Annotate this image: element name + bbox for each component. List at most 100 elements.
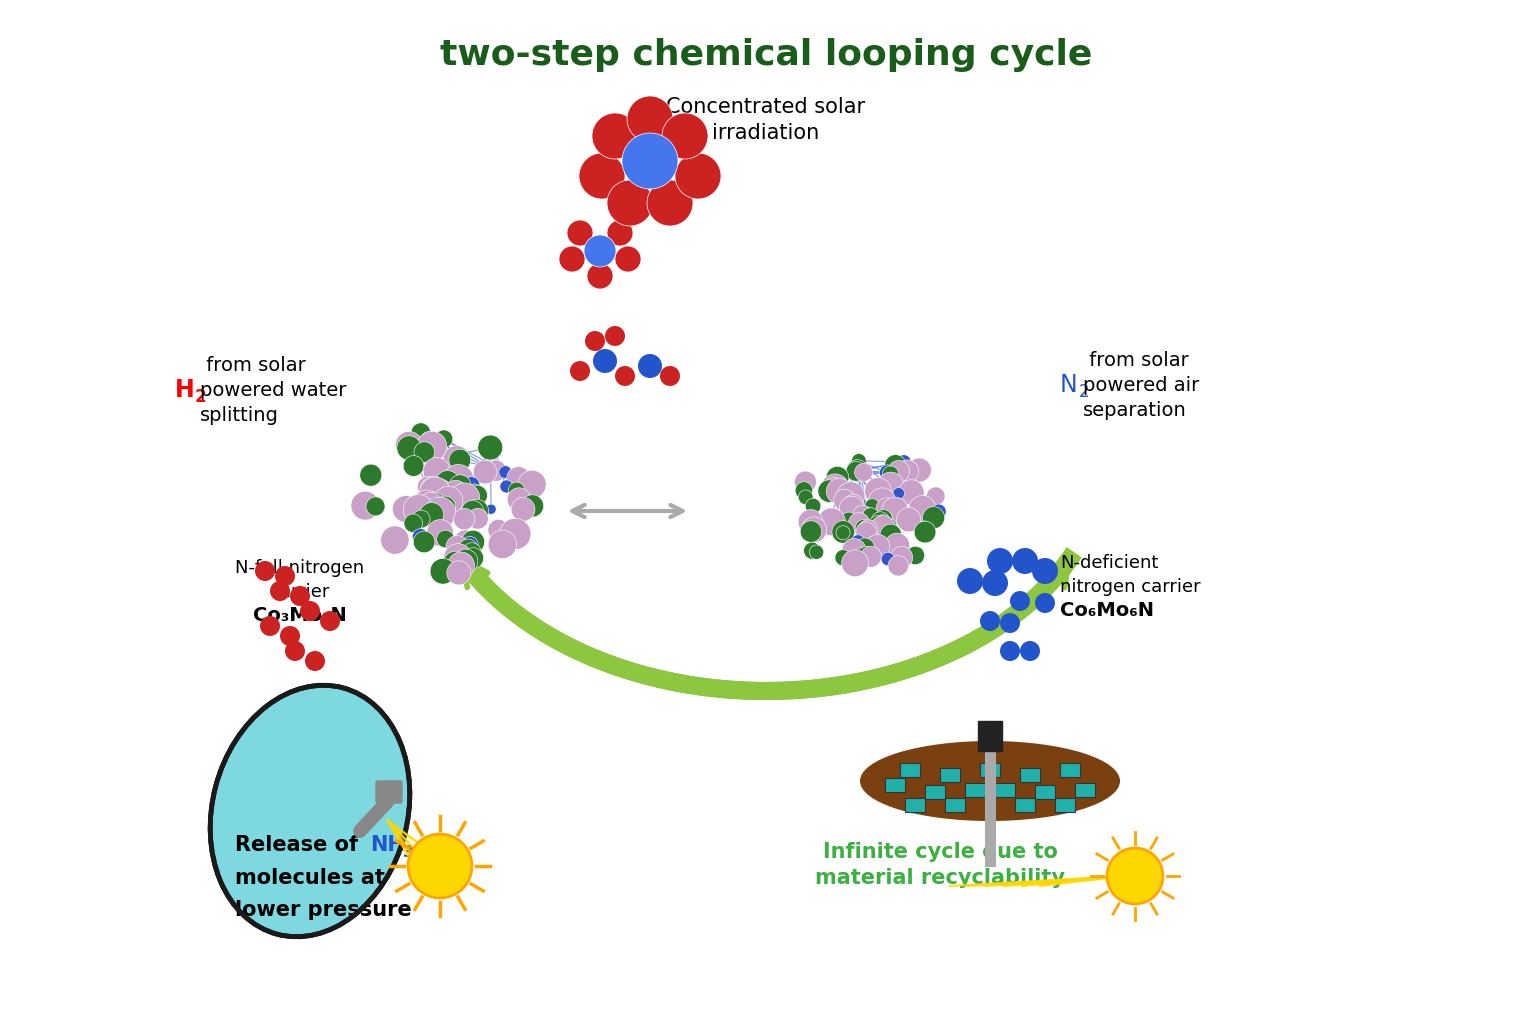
Circle shape [800, 521, 822, 542]
Circle shape [521, 495, 544, 517]
Circle shape [412, 510, 431, 528]
Circle shape [607, 180, 653, 226]
Circle shape [840, 513, 858, 531]
Circle shape [860, 546, 881, 568]
Circle shape [469, 484, 480, 495]
Circle shape [826, 467, 849, 489]
Circle shape [463, 547, 483, 569]
Circle shape [888, 555, 909, 576]
Circle shape [662, 113, 708, 159]
Circle shape [464, 484, 486, 506]
Circle shape [878, 472, 904, 498]
Circle shape [412, 529, 428, 544]
Circle shape [500, 519, 530, 549]
Circle shape [615, 366, 635, 386]
Circle shape [855, 522, 877, 542]
Circle shape [883, 512, 892, 521]
Circle shape [615, 246, 641, 272]
Circle shape [270, 581, 290, 601]
Circle shape [607, 220, 633, 246]
Circle shape [454, 508, 475, 530]
Circle shape [837, 482, 865, 509]
Circle shape [420, 502, 443, 527]
Circle shape [799, 490, 812, 504]
Circle shape [414, 531, 435, 552]
Circle shape [396, 432, 423, 458]
Circle shape [281, 626, 300, 646]
Circle shape [443, 465, 474, 496]
Circle shape [842, 550, 868, 577]
Circle shape [796, 482, 812, 499]
Circle shape [468, 508, 487, 529]
Circle shape [360, 465, 382, 486]
Circle shape [794, 471, 817, 493]
Circle shape [290, 586, 310, 606]
Circle shape [848, 513, 869, 534]
Circle shape [987, 548, 1013, 574]
Circle shape [570, 361, 590, 381]
Circle shape [507, 467, 530, 490]
Text: H: H [175, 378, 195, 402]
Circle shape [481, 460, 494, 473]
Circle shape [380, 526, 409, 554]
Circle shape [802, 517, 826, 542]
Circle shape [622, 133, 678, 189]
Circle shape [871, 516, 895, 541]
Text: Co₆Mo₆N: Co₆Mo₆N [1059, 600, 1154, 620]
Circle shape [320, 611, 340, 631]
Text: molecules at: molecules at [235, 868, 385, 888]
Text: Co₃Mo₃N: Co₃Mo₃N [253, 605, 346, 625]
Circle shape [917, 521, 932, 536]
Circle shape [855, 538, 874, 557]
Circle shape [661, 366, 681, 386]
Circle shape [584, 235, 616, 268]
Text: Infinite cycle due to
material recyclability: Infinite cycle due to material recyclabi… [816, 841, 1065, 888]
Circle shape [455, 546, 469, 561]
Circle shape [1107, 848, 1164, 904]
Circle shape [923, 506, 944, 529]
Circle shape [443, 446, 469, 472]
Text: Concentrated solar
irradiation: Concentrated solar irradiation [667, 97, 866, 143]
Circle shape [865, 498, 880, 514]
Circle shape [851, 542, 863, 555]
Bar [1055, 798, 1075, 812]
Text: N-full nitrogen
carrier: N-full nitrogen carrier [236, 560, 365, 600]
Circle shape [851, 535, 865, 547]
Circle shape [880, 465, 895, 480]
Circle shape [254, 561, 274, 581]
Circle shape [435, 430, 452, 448]
Circle shape [855, 520, 872, 536]
Circle shape [425, 495, 442, 512]
Circle shape [300, 601, 320, 621]
Circle shape [1000, 641, 1019, 661]
Circle shape [897, 460, 918, 482]
Bar [980, 763, 1000, 777]
Circle shape [586, 331, 606, 351]
Circle shape [560, 246, 586, 272]
Circle shape [983, 570, 1009, 596]
Circle shape [883, 466, 898, 483]
Bar [1019, 768, 1039, 782]
Circle shape [880, 518, 897, 534]
Circle shape [420, 477, 448, 503]
Circle shape [914, 521, 937, 543]
Circle shape [839, 496, 865, 521]
Text: Release of: Release of [235, 835, 365, 855]
Circle shape [405, 514, 423, 533]
Circle shape [587, 263, 613, 289]
Circle shape [1035, 593, 1055, 613]
Circle shape [823, 478, 845, 499]
Text: two-step chemical looping cycle: two-step chemical looping cycle [440, 38, 1091, 72]
Circle shape [434, 496, 455, 518]
Circle shape [509, 482, 524, 498]
Circle shape [498, 466, 512, 479]
Circle shape [487, 520, 509, 540]
Circle shape [446, 561, 471, 585]
Circle shape [417, 476, 438, 497]
Text: N-deficient
nitrogen carrier: N-deficient nitrogen carrier [1059, 554, 1200, 596]
Circle shape [809, 545, 823, 560]
Bar [904, 798, 924, 812]
Bar [995, 783, 1015, 797]
Bar [924, 785, 944, 799]
Circle shape [897, 507, 921, 532]
